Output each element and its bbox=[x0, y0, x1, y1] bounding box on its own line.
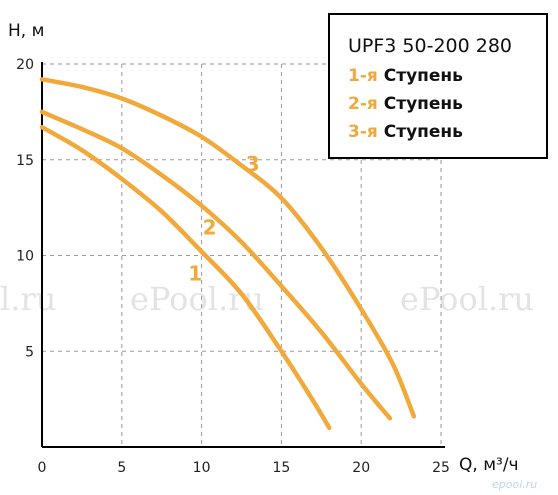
x-tick-label: 10 bbox=[193, 460, 211, 476]
y-axis-label: H, м bbox=[8, 21, 44, 41]
legend-item-1: 1-я Ступень bbox=[348, 62, 546, 90]
x-tick-label: 0 bbox=[38, 460, 47, 476]
legend-item-3: 3-я Ступень bbox=[348, 118, 546, 146]
y-tick-label: 10 bbox=[16, 249, 34, 265]
legend-item-1-text: Ступень bbox=[383, 66, 463, 86]
curve-label-2: 2 bbox=[203, 215, 217, 239]
legend-box: UPF3 50-200 280 1-я Ступень 2-я Ступень … bbox=[328, 13, 548, 159]
legend-item-3-num: 3-я bbox=[348, 122, 378, 142]
curve-stage-1 bbox=[39, 124, 332, 431]
x-tick-label: 25 bbox=[432, 460, 450, 476]
x-tick-label: 15 bbox=[272, 460, 290, 476]
curve-layer: 12 3 bbox=[39, 77, 417, 431]
legend-item-2-num: 2-я bbox=[348, 94, 378, 114]
watermark-text: l.ru bbox=[0, 280, 56, 318]
legend-item-2: 2-я Ступень bbox=[348, 90, 546, 118]
legend-item-3-text: Ступень bbox=[383, 122, 463, 142]
curve-stage-3 bbox=[39, 77, 417, 419]
curve-label-3: 3 bbox=[246, 152, 260, 176]
y-tick-label: 15 bbox=[16, 153, 34, 169]
footer-watermark: epool.ru bbox=[492, 478, 537, 491]
curve-label-1: 1 bbox=[188, 261, 202, 285]
legend-item-2-text: Ступень bbox=[383, 94, 463, 114]
x-tick-label: 20 bbox=[352, 460, 370, 476]
x-tick-label: 5 bbox=[117, 460, 126, 476]
curve-stage-2 bbox=[39, 109, 393, 421]
y-tick-label: 5 bbox=[25, 344, 34, 360]
legend-title: UPF3 50-200 280 bbox=[348, 35, 513, 57]
x-axis-label: Q, м³/ч bbox=[459, 455, 519, 475]
watermark-layer: l.ru ePool.ru ePool.ru bbox=[0, 280, 534, 318]
watermark-text: ePool.ru bbox=[130, 280, 264, 318]
tick-labels: 0 5 10 15 20 25 5 10 15 20 bbox=[16, 57, 450, 476]
y-tick-label: 20 bbox=[16, 57, 34, 73]
watermark-text: ePool.ru bbox=[400, 280, 534, 318]
legend-item-1-num: 1-я bbox=[348, 66, 378, 86]
grid-lines bbox=[42, 63, 442, 447]
